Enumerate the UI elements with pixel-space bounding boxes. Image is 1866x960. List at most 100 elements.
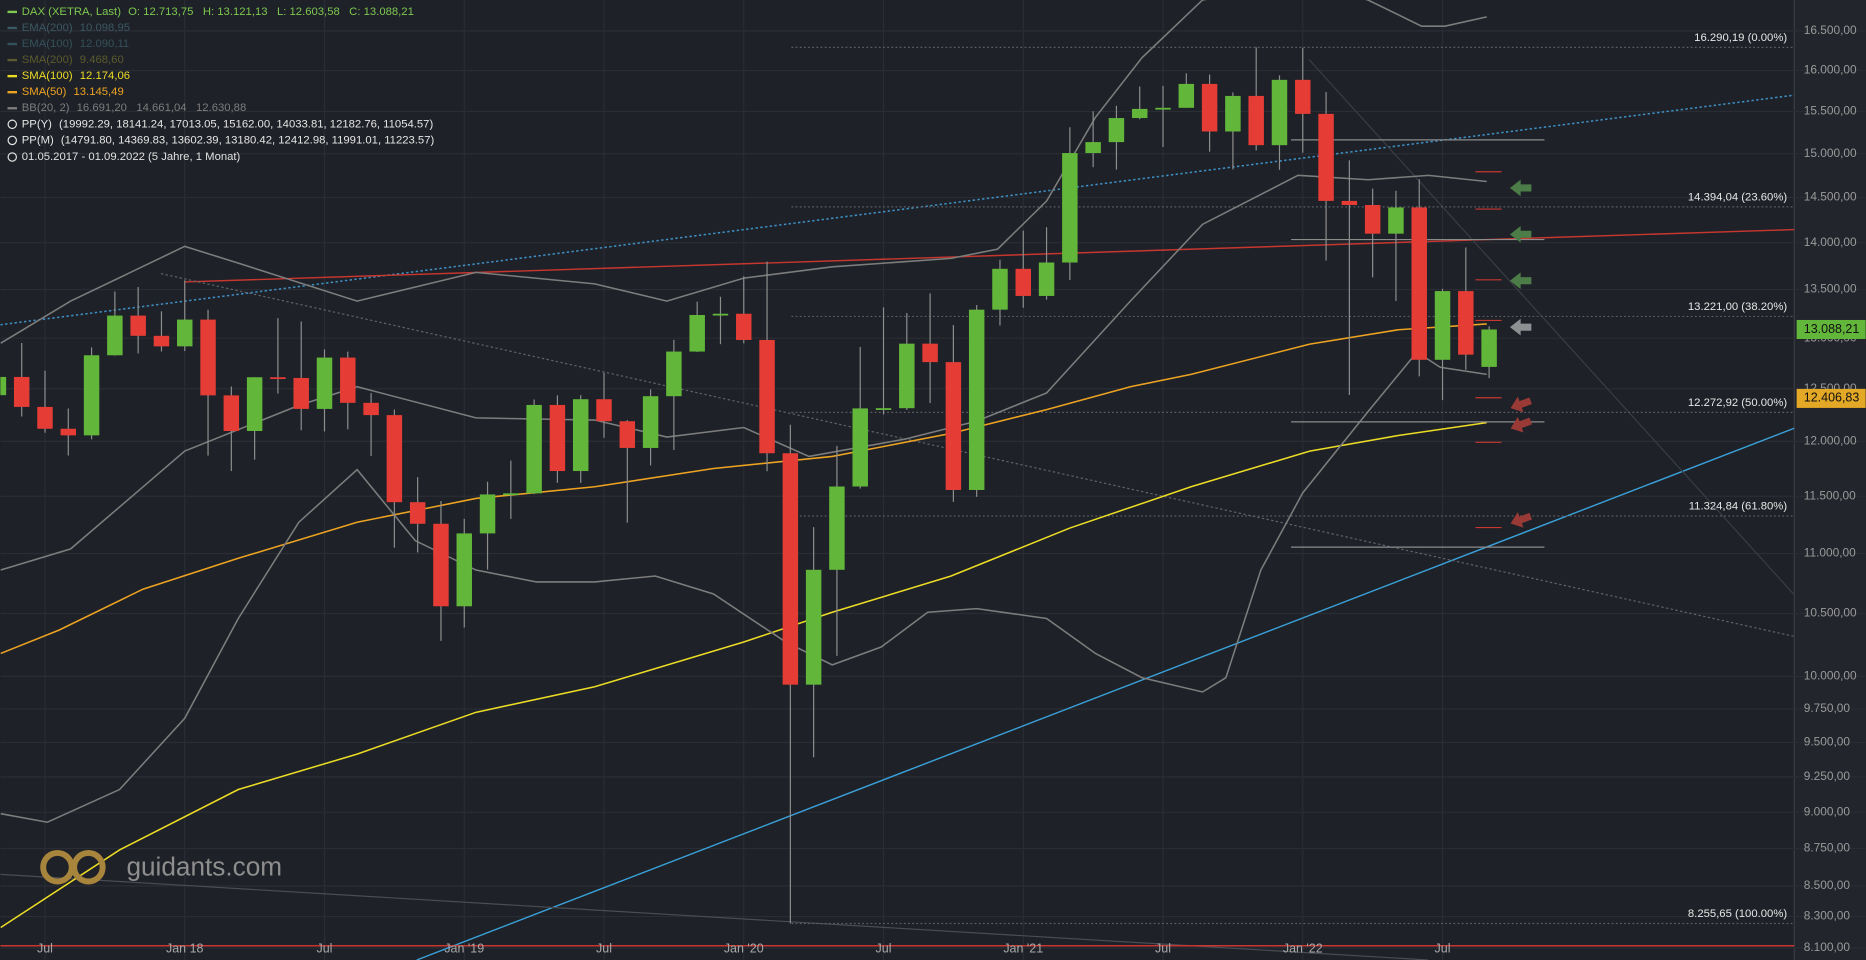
candle-body — [549, 404, 566, 472]
y-tick-label: 8.300,00 — [1804, 909, 1851, 923]
arrow — [1510, 512, 1532, 528]
candle-body — [386, 415, 403, 503]
legend-name: EMA(200) — [22, 22, 73, 34]
legend-name: PP(Y) — [22, 118, 52, 130]
x-tick-label: Jan '21 — [1003, 942, 1043, 956]
y-tick-label: 16.500,00 — [1804, 23, 1857, 37]
price-badge — [1796, 319, 1866, 339]
candle-body — [1271, 79, 1288, 146]
legend-value: 13.145,49 — [73, 86, 123, 98]
y-tick-label: 14.500,00 — [1804, 190, 1857, 204]
candle-body — [759, 339, 775, 454]
fib-label: 11.324,84 (61.80%) — [1689, 500, 1788, 512]
candle-body — [922, 343, 938, 363]
candle-body — [619, 421, 636, 448]
arrows — [1509, 179, 1532, 528]
clock-icon — [7, 152, 18, 162]
logo: guidants.com — [40, 849, 282, 885]
candle-body — [596, 399, 612, 422]
candle-body — [1062, 153, 1078, 263]
x-tick-label: Jul — [317, 942, 333, 956]
candle-body — [1388, 207, 1404, 234]
candle-body — [0, 376, 7, 396]
y-tick-label: 16.000,00 — [1804, 63, 1857, 77]
y-tick-label: 12.000,00 — [1804, 434, 1857, 448]
candle-body — [409, 502, 426, 524]
candle-body — [572, 399, 589, 472]
candle-body — [1248, 95, 1264, 146]
candle-body — [1038, 262, 1055, 296]
y-tick-label: 8.100,00 — [1804, 940, 1851, 954]
candle-body — [503, 493, 519, 496]
fib-label: 13.221,00 (38.20%) — [1688, 301, 1787, 313]
candle-body — [666, 351, 682, 397]
candle-body — [1434, 291, 1451, 360]
candle-body — [153, 335, 170, 347]
y-tick-label: 8.500,00 — [1804, 878, 1851, 892]
fib-label: 8.255,65 (100.00%) — [1688, 908, 1787, 920]
candle-body — [642, 396, 659, 448]
y-tick-label: 8.750,00 — [1804, 841, 1851, 855]
legend-value: 12.090,11 — [80, 38, 129, 50]
legend-name: EMA(100) — [22, 38, 73, 50]
trendline — [160, 273, 1795, 638]
candle-body — [1481, 329, 1497, 367]
candle-body — [1225, 95, 1241, 132]
y-tick-label: 9.500,00 — [1804, 735, 1851, 749]
candle-body — [37, 406, 53, 429]
arrow — [1509, 272, 1532, 290]
price-badge — [1796, 388, 1866, 408]
candle-body — [340, 357, 356, 403]
arrow — [1509, 226, 1532, 243]
candle-body — [968, 309, 985, 490]
y-tick-label: 10.000,00 — [1804, 669, 1857, 683]
candle-body — [1318, 113, 1334, 201]
x-tick-label: Jan 18 — [166, 942, 204, 956]
candle-body — [433, 523, 449, 607]
x-tick-label: Jan '19 — [444, 942, 484, 956]
candle-body — [945, 362, 962, 490]
candle-body — [316, 357, 333, 409]
x-tick-label: Jul — [876, 942, 892, 956]
legend-value: O: 12.713,75 H: 13.121,13 L: 12.603,58 C… — [128, 6, 414, 18]
watermark: guidants.com — [126, 851, 282, 881]
trendline — [0, 94, 1795, 326]
candle-body — [83, 355, 100, 436]
candle-body — [1364, 205, 1381, 234]
indicator-line — [0, 0, 1487, 344]
x-tick-label: Jan '22 — [1283, 942, 1323, 956]
legend: 01.05.2017 - 01.09.2022 (5 Jahre, 1 Mona… — [7, 6, 435, 163]
y-tick-label: 15.500,00 — [1804, 104, 1857, 118]
candle-body — [1131, 108, 1148, 119]
legend-name: BB(20, 2) — [22, 102, 70, 114]
y-tick-label: 14.000,00 — [1804, 235, 1857, 249]
price-label: 12.406,83 — [1804, 391, 1860, 405]
candle-body — [1085, 142, 1101, 154]
trendline — [416, 427, 1795, 960]
candle-body — [1411, 207, 1427, 360]
x-tick-label: Jul — [596, 942, 612, 956]
arrow — [1509, 179, 1532, 197]
candle-body — [736, 313, 752, 340]
candle-body — [130, 315, 146, 336]
candle-body — [270, 377, 286, 380]
fib-label: 14.394,04 (23.60%) — [1688, 191, 1787, 203]
y-tick-label: 9.250,00 — [1804, 769, 1851, 783]
indicator-line — [0, 323, 1487, 655]
x-tick-label: Jul — [37, 942, 53, 956]
price-label: 13.088,21 — [1804, 322, 1860, 336]
y-tick-label: 11.500,00 — [1804, 488, 1856, 502]
legend-value: 10.098,95 — [80, 22, 130, 34]
legend-value: 9.468,60 — [80, 54, 124, 66]
candle-body — [1178, 83, 1195, 108]
arrow — [1510, 396, 1532, 413]
candle-body — [293, 377, 309, 409]
trendline — [184, 228, 1795, 283]
legend-name: PP(M) — [22, 134, 54, 146]
x-tick-label: Jan '20 — [724, 942, 764, 956]
candle-body — [829, 486, 845, 570]
candle-body — [223, 395, 240, 431]
logo-ring — [71, 849, 106, 885]
